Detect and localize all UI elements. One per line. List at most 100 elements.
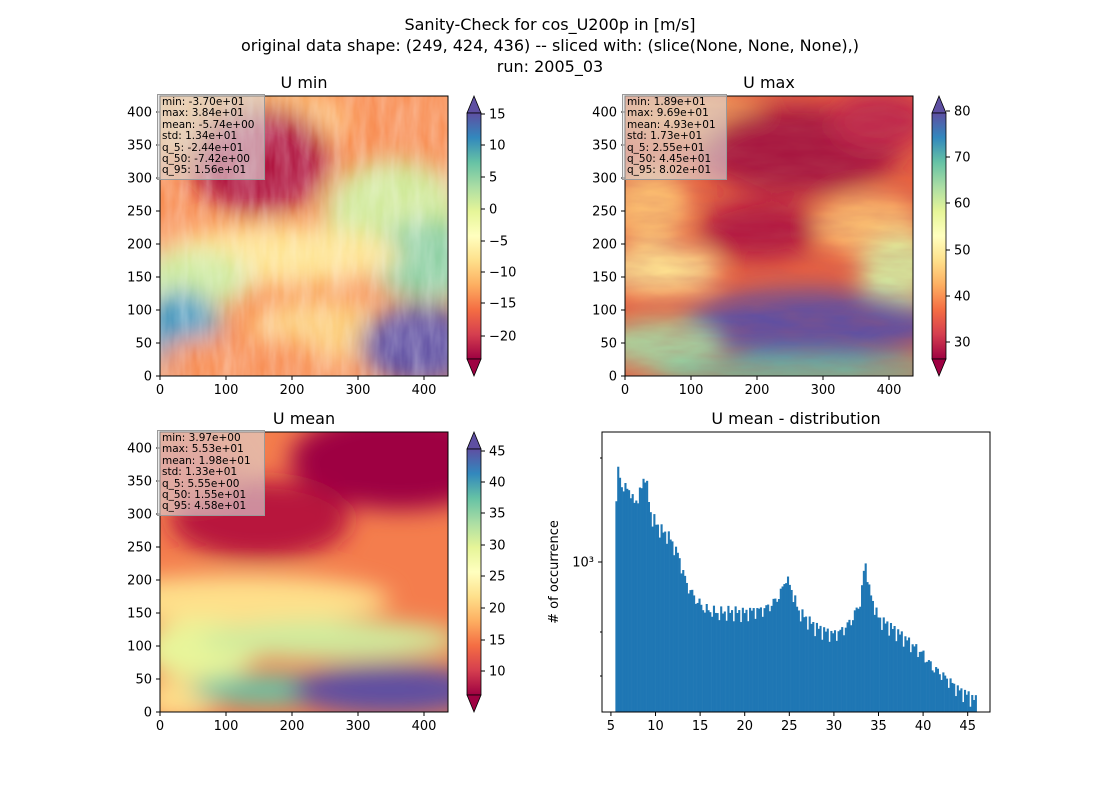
histogram-bar [803,617,806,712]
histogram-bar [658,537,661,712]
histogram-bar [949,678,952,712]
histogram-bar [938,674,941,712]
histogram-bar [850,625,853,712]
histogram-bar [705,604,708,712]
histogram-bar [945,678,949,712]
histogram-bar [904,636,907,712]
y-tick-label: 0 [609,370,617,385]
colorbar-tick-label: 40 [489,476,506,491]
histogram-bar [926,661,929,712]
stats-box-u-max: min: 1.89e+01 max: 9.69e+01 mean: 4.93e+… [622,94,727,180]
colorbar-tick-label: 35 [489,507,506,522]
x-tick-label: 100 [214,383,239,398]
y-axis: 0 50 100 150 200 250 300 350 400 [592,106,625,385]
histogram-bar [777,599,781,712]
histogram-bar [913,646,916,712]
stat-line: q_95: 8.02e+01 [627,164,712,177]
histogram-bar [853,610,856,712]
x-tick-label: 400 [412,719,437,734]
histogram-bar [767,604,770,712]
y-tick-label: 250 [127,541,152,556]
histogram-bar [915,644,918,712]
x-tick-label: 30 [826,719,843,734]
histogram-bar [862,570,865,712]
y-axis: 10³ [572,457,602,677]
y-tick-label: 300 [127,172,152,187]
colorbar-tick-label: 50 [954,244,971,259]
histogram-bar [958,690,961,712]
histogram-bar [967,691,970,712]
histogram-bar [918,651,921,712]
histogram-bar [833,630,837,712]
stat-line: q_5: -2.44e+01 [162,141,244,154]
y-tick-label: 50 [135,673,152,688]
histogram-bar [868,584,871,712]
histogram-bar [732,621,735,712]
histogram-bar [911,644,914,712]
colorbar-tick-label: 20 [489,602,506,617]
histogram-bar [649,512,652,712]
colorbar-tick-label: 25 [489,570,506,585]
histogram-bar [656,524,660,712]
histogram-bar [786,576,790,712]
x-tick-label: 400 [412,383,437,398]
histogram-bar [917,657,920,712]
y-tick-label: 50 [600,337,617,352]
stat-line: min: 1.89e+01 [627,96,706,108]
histogram-bar [673,555,676,712]
colorbar-gradient [466,448,482,696]
histogram-bar [781,586,784,712]
histogram-bar [644,482,647,712]
histogram-bar [960,688,963,712]
histogram-bar [870,595,873,712]
histogram-bar [797,610,800,712]
histogram-bar [832,633,835,712]
histogram-bar [956,685,959,712]
histogram-bar [801,609,804,712]
colorbar: −20 −15 −10 −5 0 5 10 15 [466,94,516,378]
stat-line: q_50: -7.42e+00 [162,153,250,166]
histogram-bar [680,573,683,712]
histogram-bar [808,616,811,712]
histogram-bar [889,622,893,712]
histogram-bar [965,694,968,712]
histogram-bar [694,603,697,712]
y-tick-label: 350 [592,139,617,154]
plot-frame [159,95,449,377]
histogram-bar [763,608,766,712]
x-tick-label: 100 [214,719,239,734]
histogram-bar [886,621,889,712]
histogram-bar [826,628,829,712]
histogram-bar [814,636,817,712]
histogram-bar [842,635,846,712]
panel-title: U max [743,73,795,92]
stat-line: q_50: 4.45e+01 [627,153,712,166]
histogram-bar [969,706,972,712]
x-tick-label: 0 [621,383,629,398]
histogram-bar [830,630,833,712]
stat-line: q_50: 1.55e+01 [162,489,247,502]
y-tick-label: 300 [127,508,152,523]
colorbar-tick-label: 15 [489,634,506,649]
histogram-bar [953,683,956,712]
histogram-bar [909,652,912,712]
panel-u-mean-distribution: U mean - distribution 5 10 15 20 25 30 35 40 45 … [547,409,991,734]
histogram-bar [819,625,822,712]
histogram-bar [906,640,909,712]
y-tick-label: 150 [592,271,617,286]
colorbar-extend-max [931,94,947,114]
colorbar-gradient [931,112,947,360]
x-tick-label: 10 [647,719,664,734]
histogram-bar [720,606,723,712]
stat-line: std: 1.73e+01 [627,130,703,143]
histogram-bar [723,611,726,712]
histogram-bar [841,627,844,712]
histogram-bar [741,607,744,712]
stat-line: q_95: 1.56e+01 [162,164,247,177]
panel-u-mean: U mean 0 100 200 300 400 0 [127,409,506,734]
histogram-bar [821,639,824,712]
x-tick-label: 100 [679,383,704,398]
y-axis-label: # of occurrence [547,520,562,624]
histogram-bar [920,651,923,712]
histogram-bar [839,629,842,712]
